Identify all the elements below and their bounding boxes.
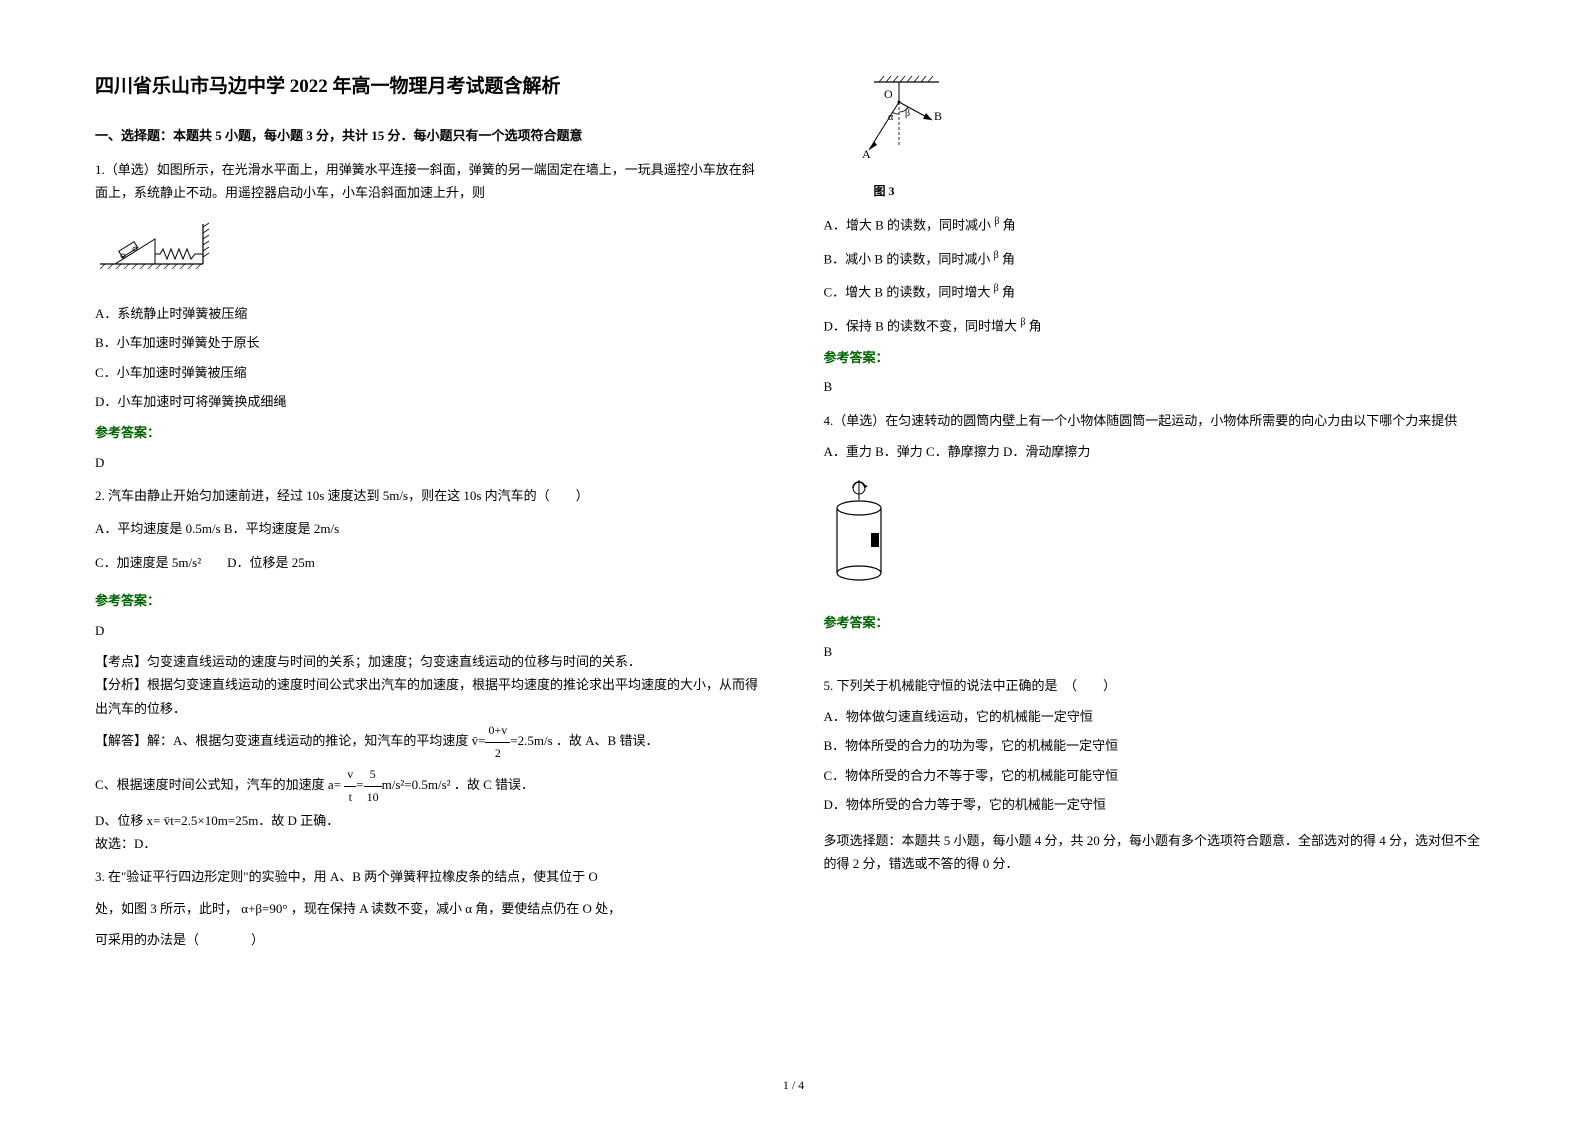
q2-jieda2: C、根据速度时间公式知，汽车的加速度 a= vt=510m/s²=0.5m/s²… [95,764,764,808]
q1-option-a: A．系统静止时弹簧被压缩 [95,302,764,325]
q3-beta-d: β [1020,317,1025,328]
q2-stem: 2. 汽车由静止开始匀加速前进，经过 10s 速度达到 5m/s，则在这 10s… [95,484,764,507]
q3-answer-label: 参考答案： [824,346,1493,369]
q2-answer: D [95,619,764,642]
q3-beta-a: β [994,216,999,227]
q3-option-a: A．增大 B 的读数，同时减小 β 角 [824,213,1493,237]
q3-beta-c: β [994,283,999,294]
q2-option-cd: C．加速度是 5m/s² D．位移是 25m [95,551,764,574]
svg-text:B: B [934,109,942,123]
q3-stem-p2-mid: α+β=90° [241,901,287,916]
q3-stem-p2-prefix: 处，如图 3 所示，此时， [95,901,238,916]
q2-answer-label: 参考答案： [95,589,764,612]
q5-option-c: C．物体所受的合力不等于零，它的机械能可能守恒 [824,764,1493,787]
page-number: 1 / 4 [783,1075,804,1097]
q2-jieda4: 故选：D． [95,832,764,855]
q1-figure [95,219,764,286]
q3-optd-suffix: 角 [1029,318,1042,333]
q3-optc-suffix: 角 [1002,285,1015,300]
question-5: 5. 下列关于机械能守恒的说法中正确的是 （ ） A．物体做匀速直线运动，它的机… [824,674,1493,817]
section2-heading: 多项选择题：本题共 5 小题，每小题 4 分，共 20 分，每小题有多个选项符合… [824,829,1493,876]
q3-figure-caption: 图 3 [874,181,1493,203]
q3-stem-p2: 处，如图 3 所示，此时， α+β=90° ，现在保持 A 读数不变，减小 α … [95,897,764,920]
q3-optc-prefix: C．增大 B 的读数，同时增大 [824,285,991,300]
exam-title: 四川省乐山市马边中学 2022 年高一物理月考试题含解析 [95,70,764,104]
q3-figure: O A B α β 图 3 [854,70,1493,203]
q3-optb-prefix: B．减小 B 的读数，同时减小 [824,251,991,266]
q3-stem-p3: 可采用的办法是（ ） [95,928,764,951]
q2-jieda3: D、位移 x= v̄t=2.5×10m=25m．故 D 正确． [95,809,764,832]
q4-stem: 4.（单选）在匀速转动的圆筒内壁上有一个小物体随圆筒一起运动，小物体所需要的向心… [824,409,1493,432]
q1-answer: D [95,451,764,474]
q3-optd-prefix: D．保持 B 的读数不变，同时增大 [824,318,1018,333]
q3-answer: B [824,375,1493,398]
q5-option-a: A．物体做匀速直线运动，它的机械能一定守恒 [824,705,1493,728]
q4-answer-label: 参考答案： [824,611,1493,634]
section1-heading: 一、选择题：本题共 5 小题，每小题 3 分，共计 15 分．每小题只有一个选项… [95,124,764,147]
q2-jieda2-suffix: ．故 C 错误． [454,777,534,792]
q3-stem-p2-suffix: ，现在保持 A 读数不变，减小 α 角，要使结点仍在 O 处， [291,901,621,916]
q3-option-c: C．增大 B 的读数，同时增大 β 角 [824,280,1493,304]
q1-option-b: B．小车加速时弹簧处于原长 [95,331,764,354]
q2-formula1: v̄=0+v2=2.5m/s [472,733,553,748]
q2-jieda2-prefix: C、根据速度时间公式知，汽车的加速度 a= [95,777,341,792]
q3-optb-suffix: 角 [1002,251,1015,266]
svg-text:β: β [905,108,910,119]
q1-option-d: D．小车加速时可将弹簧换成细绳 [95,390,764,413]
q5-stem: 5. 下列关于机械能守恒的说法中正确的是 （ ） [824,674,1493,697]
q3-opta-prefix: A．增大 B 的读数，同时减小 [824,217,992,232]
q2-kaodian: 【考点】匀变速直线运动的速度与时间的关系；加速度；匀变速直线运动的位移与时间的关… [95,650,764,673]
svg-text:A: A [862,147,871,161]
q5-option-d: D．物体所受的合力等于零，它的机械能一定守恒 [824,793,1493,816]
q3-opta-suffix: 角 [1003,217,1016,232]
q3-beta-b: β [994,250,999,261]
q2-option-ab: A．平均速度是 0.5m/s B．平均速度是 2m/s [95,517,764,540]
q3-stem-p1: 3. 在"验证平行四边形定则"的实验中，用 A、B 两个弹簧秤拉橡皮条的结点，使… [95,865,764,888]
q4-options: A．重力 B．弹力 C．静摩擦力 D．滑动摩擦力 [824,440,1493,463]
svg-text:α: α [888,112,894,123]
question-2: 2. 汽车由静止开始匀加速前进，经过 10s 速度达到 5m/s，则在这 10s… [95,484,764,855]
q2-jieda1-suffix: ．故 A、B 错误． [556,733,659,748]
q1-answer-label: 参考答案： [95,421,764,444]
svg-text:O: O [884,87,893,101]
question-1: 1.（单选）如图所示，在光滑水平面上，用弹簧水平连接一斜面，弹簧的另一端固定在墙… [95,158,764,475]
q2-jieda1: 【解答】解：A、根据匀变速直线运动的推论，知汽车的平均速度 v̄=0+v2=2.… [95,720,764,764]
q5-option-b: B．物体所受的合力的功为零，它的机械能一定守恒 [824,734,1493,757]
q2-fenxi: 【分析】根据匀变速直线运动的速度时间公式求出汽车的加速度，根据平均速度的推论求出… [95,673,764,720]
q3-option-b: B．减小 B 的读数，同时减小 β 角 [824,247,1493,271]
q1-option-c: C．小车加速时弹簧被压缩 [95,361,764,384]
q4-figure [824,478,1493,595]
q1-stem: 1.（单选）如图所示，在光滑水平面上，用弹簧水平连接一斜面，弹簧的另一端固定在墙… [95,158,764,205]
question-4: 4.（单选）在匀速转动的圆筒内壁上有一个小物体随圆筒一起运动，小物体所需要的向心… [824,409,1493,664]
q4-answer: B [824,640,1493,663]
q2-jieda1-prefix: 【解答】解：A、根据匀变速直线运动的推论，知汽车的平均速度 [95,733,468,748]
q2-formula2: vt=510m/s²=0.5m/s² [344,777,450,792]
q3-option-d: D．保持 B 的读数不变，同时增大 β 角 [824,314,1493,338]
